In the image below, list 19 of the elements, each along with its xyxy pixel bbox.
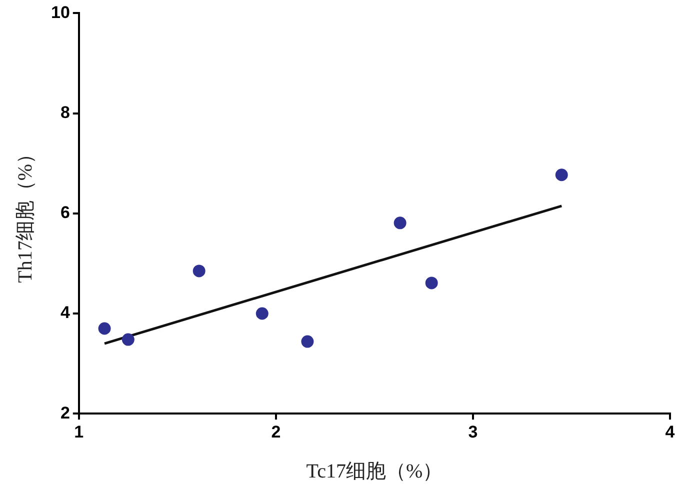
point [98, 322, 111, 335]
point [394, 216, 406, 230]
x-axis-title: Tc17细胞（%） [306, 460, 443, 482]
point [192, 264, 206, 278]
x-tick-label: 4 [665, 422, 676, 442]
x-tick-label: 1 [74, 422, 84, 442]
y-tick-label: 2 [60, 403, 70, 422]
y-tick-label: 8 [60, 102, 70, 122]
point [256, 307, 268, 320]
x-tick-label: 2 [271, 422, 281, 442]
y-tick-label: 10 [50, 2, 70, 22]
y-tick-label: 6 [60, 203, 70, 222]
point [122, 333, 134, 346]
x-tick-label: 3 [468, 422, 478, 442]
point [425, 276, 438, 290]
point [555, 168, 568, 182]
y-axis-title: Th17细胞（%） [14, 144, 36, 283]
point [301, 335, 314, 348]
y-tick-label: 4 [60, 303, 70, 322]
